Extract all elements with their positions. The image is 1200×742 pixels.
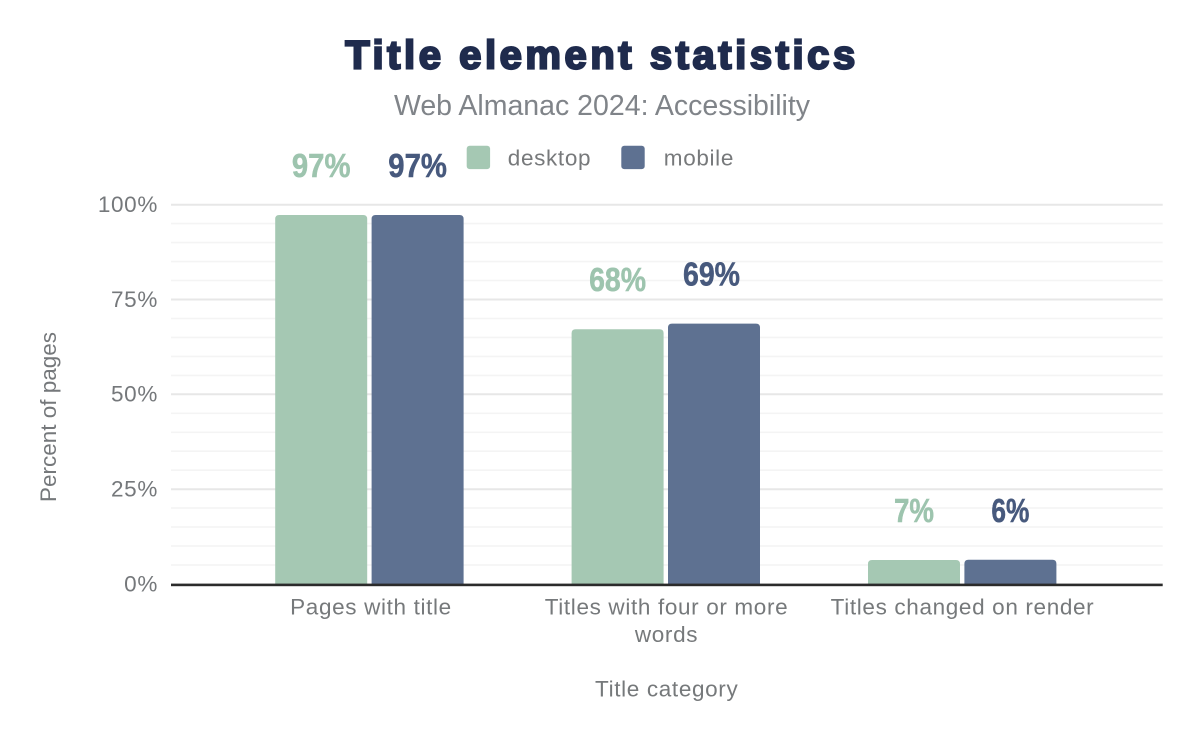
- svg-text:Title element statistics: Title element statistics: [345, 34, 859, 78]
- svg-text:Web Almanac 2024: Accessibilit: Web Almanac 2024: Accessibility: [394, 90, 811, 122]
- svg-text:Pages with title: Pages with title: [290, 595, 452, 620]
- svg-text:Percent of pages: Percent of pages: [36, 332, 61, 502]
- svg-text:desktop: desktop: [508, 146, 591, 171]
- svg-text:Titles with four or more: Titles with four or more: [545, 595, 789, 620]
- svg-text:6%: 6%: [991, 492, 1029, 529]
- svg-text:75%: 75%: [111, 287, 158, 312]
- svg-text:50%: 50%: [111, 382, 158, 407]
- svg-text:25%: 25%: [111, 477, 158, 502]
- svg-text:0%: 0%: [124, 571, 158, 596]
- svg-text:69%: 69%: [683, 256, 740, 293]
- svg-text:Titles changed on render: Titles changed on render: [831, 595, 1095, 620]
- svg-text:7%: 7%: [894, 492, 934, 529]
- svg-text:100%: 100%: [98, 192, 158, 217]
- svg-text:97%: 97%: [388, 147, 447, 184]
- svg-text:68%: 68%: [589, 261, 646, 298]
- svg-text:words: words: [634, 622, 698, 647]
- svg-text:97%: 97%: [292, 147, 351, 184]
- svg-text:Title category: Title category: [595, 676, 738, 701]
- svg-text:mobile: mobile: [664, 146, 734, 171]
